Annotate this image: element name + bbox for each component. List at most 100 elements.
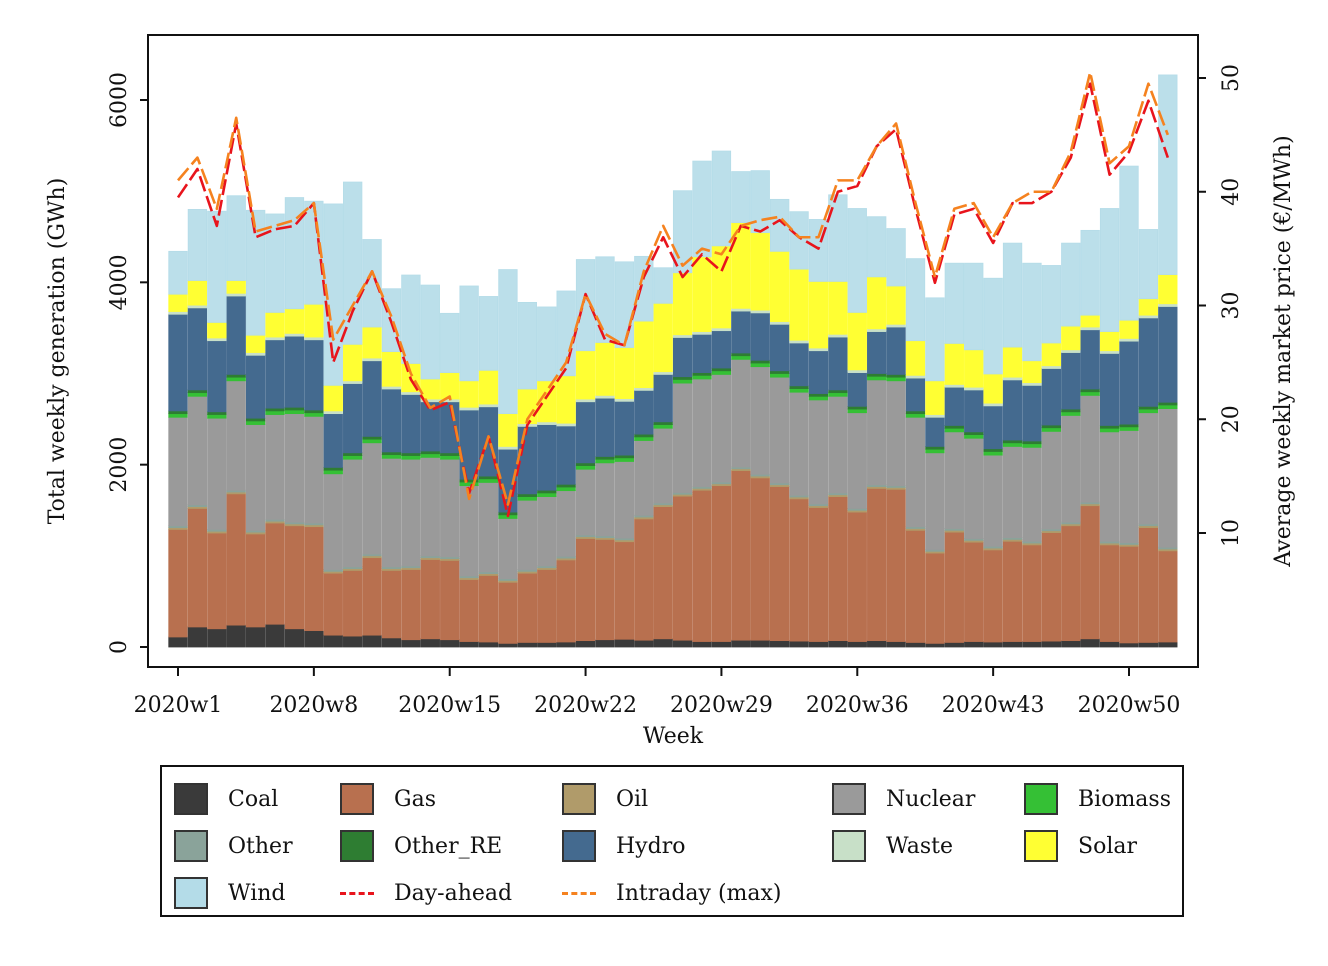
bar-waste-w5	[245, 352, 266, 356]
bar-other-re-w48	[1080, 388, 1100, 393]
legend-item-nuclear: Nuclear	[832, 781, 975, 817]
bar-nuclear-w49	[1099, 431, 1120, 542]
bar-biomass-w3	[207, 414, 227, 419]
bar-nuclear-w2	[187, 395, 208, 506]
bar-nuclear-w8	[304, 415, 324, 524]
bar-wind-w27	[672, 190, 693, 274]
bar-gas-w51	[1138, 527, 1159, 643]
bar-other-re-w6	[265, 407, 285, 412]
legend-label: Coal	[228, 786, 279, 812]
bar-nuclear-w9	[323, 473, 343, 570]
bar-hydro-w22	[575, 401, 596, 464]
legend: Coal Gas Oil Nuclear Biomass Other Other_RE Hyd…	[160, 765, 1184, 917]
bar-nuclear-w25	[634, 440, 654, 516]
bar-other-re-w37	[867, 373, 887, 377]
bar-hydro-w45	[1022, 384, 1042, 442]
bar-coal-w16	[459, 641, 479, 648]
legend-label: Intraday (max)	[616, 880, 782, 906]
bar-nuclear-w24	[614, 461, 635, 539]
bar-solar-w44	[1002, 346, 1023, 378]
bar-wind-w39	[905, 258, 926, 342]
bar-nuclear-w15	[440, 458, 460, 558]
bar-nuclear-w38	[886, 380, 906, 487]
bar-gas-w23	[595, 539, 615, 641]
bar-waste-w42	[964, 386, 984, 391]
bar-coal-w43	[983, 641, 1003, 648]
x-tick-label: 2020w22	[534, 693, 637, 718]
bar-other-re-w47	[1061, 408, 1081, 413]
legend-item-coal: Coal	[174, 781, 278, 817]
bar-solar-w27	[672, 272, 693, 336]
bar-biomass-w26	[653, 424, 673, 429]
bar-waste-w18	[498, 446, 518, 450]
bar-coal-w7	[284, 628, 305, 648]
bar-wind-w50	[1119, 165, 1139, 321]
bar-coal-w6	[265, 623, 285, 648]
bar-gas-w15	[440, 559, 460, 641]
bar-hydro-w12	[381, 388, 402, 453]
legend-label: Other_RE	[394, 833, 503, 859]
bar-wind-w4	[226, 195, 246, 281]
bar-biomass-w24	[614, 457, 635, 462]
bar-gas-w47	[1061, 525, 1081, 642]
bar-waste-w6	[265, 336, 285, 341]
bar-nuclear-w1	[168, 416, 188, 527]
legend-label: Waste	[886, 833, 953, 859]
bar-solar-w12	[381, 351, 402, 387]
bar-coal-w19	[517, 642, 537, 648]
plot-frame	[147, 34, 1199, 668]
bar-coal-w31	[750, 639, 770, 648]
bar-biomass-w5	[245, 420, 266, 425]
bar-waste-w34	[808, 347, 829, 352]
bar-coal-w15	[440, 639, 460, 648]
bar-other-re-w22	[575, 462, 596, 466]
bar-hydro-w23	[595, 397, 615, 457]
bar-other-re-w12	[381, 451, 402, 456]
stacked-generation-chart: 0 2000 4000 6000 10 20 30 40 50 2020w1 2020w8 2020w…	[45, 34, 1296, 749]
legend-label: Biomass	[1078, 786, 1172, 812]
bar-other-re-w39	[905, 410, 926, 415]
bar-hydro-w42	[964, 389, 984, 433]
bar-hydro-w44	[1002, 379, 1023, 441]
bar-biomass-w27	[672, 379, 693, 384]
bar-nuclear-w18	[498, 518, 518, 580]
legend-swatch	[340, 830, 374, 862]
bar-hydro-w21	[556, 425, 576, 485]
bar-wind-w47	[1061, 242, 1081, 327]
line-intraday-max	[177, 71, 1170, 506]
legend-item-solar: Solar	[1024, 828, 1137, 864]
bar-coal-w38	[886, 641, 906, 648]
bar-coal-w10	[343, 635, 363, 648]
legend-item-waste: Waste	[832, 828, 953, 864]
legend-label: Other	[228, 833, 293, 859]
bar-biomass-w1	[168, 413, 188, 418]
bar-solar-w25	[634, 320, 654, 389]
legend-swatch	[562, 783, 596, 815]
x-tick-label: 2020w8	[269, 693, 358, 718]
bar-biomass-w44	[1002, 442, 1023, 447]
bar-gas-w27	[672, 495, 693, 641]
bar-gas-w11	[362, 557, 382, 636]
bar-nuclear-w51	[1138, 412, 1159, 525]
bar-coal-w9	[323, 634, 343, 648]
bar-biomass-w50	[1119, 426, 1139, 431]
bar-hydro-w9	[323, 413, 343, 468]
bar-wind-w49	[1099, 208, 1120, 332]
bar-coal-w17	[478, 641, 499, 648]
bar-waste-w11	[362, 357, 382, 362]
y2-tick-label: 10	[1219, 519, 1244, 547]
bar-waste-w33	[789, 339, 809, 344]
bar-nuclear-w5	[245, 424, 266, 531]
bar-coal-w20	[537, 642, 557, 648]
bar-biomass-w2	[187, 392, 208, 397]
legend-label: Gas	[394, 786, 436, 812]
bar-solar-w11	[362, 326, 382, 359]
bar-nuclear-w12	[381, 457, 402, 568]
bar-wind-w11	[362, 239, 382, 328]
bar-biomass-w8	[304, 412, 324, 417]
bar-coal-w28	[692, 641, 712, 648]
bar-hydro-w30	[731, 310, 751, 354]
bar-biomass-w35	[828, 392, 848, 397]
bar-wind-w42	[964, 262, 984, 351]
bar-coal-w45	[1022, 641, 1042, 648]
